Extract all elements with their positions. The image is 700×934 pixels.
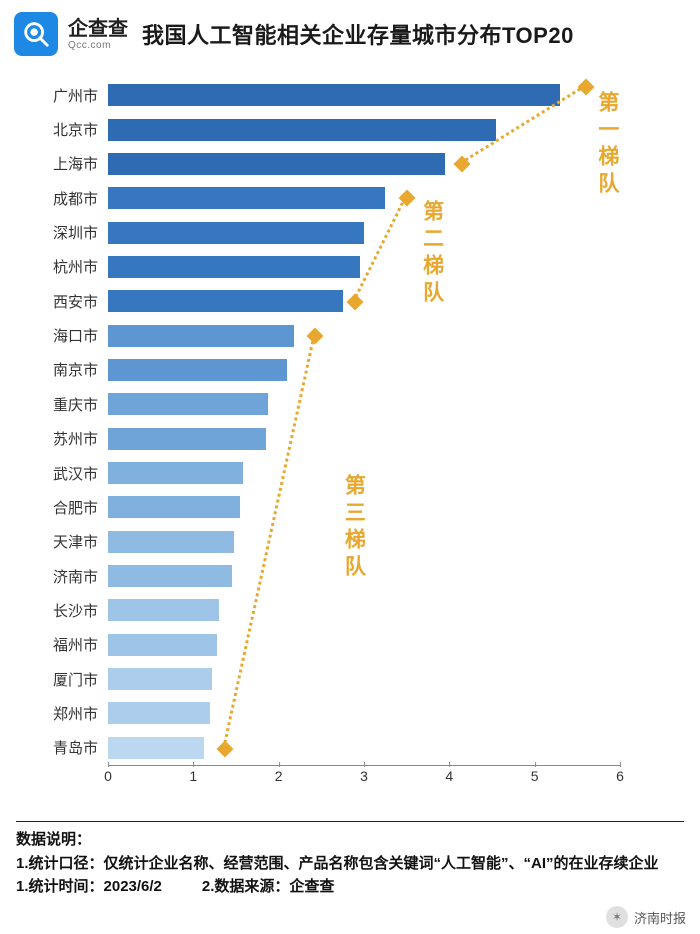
bar-label: 天津市 [33, 531, 108, 552]
bar [108, 702, 210, 724]
bar-label: 海口市 [33, 325, 108, 346]
bar-chart: 广州市北京市上海市成都市深圳市杭州市西安市海口市南京市重庆市苏州市武汉市合肥市天… [30, 72, 670, 792]
x-tick: 5 [531, 768, 539, 784]
bar [108, 531, 234, 553]
bar [108, 462, 243, 484]
bar-label: 北京市 [33, 119, 108, 140]
page-title: 我国人工智能相关企业存量城市分布TOP20 [142, 18, 574, 50]
wechat-icon: ✶ [606, 906, 628, 928]
bar-label: 成都市 [33, 188, 108, 209]
notes-heading: 数据说明： [16, 828, 684, 851]
bar-label: 深圳市 [33, 222, 108, 243]
bar-row: 长沙市 [108, 599, 620, 621]
brand-name-cn: 企查查 [68, 18, 128, 40]
notes-line-1: 1.统计口径：仅统计企业名称、经营范围、产品名称包含关键词“人工智能”、“AI”… [16, 852, 684, 875]
bar [108, 634, 217, 656]
header: 企查查 Qcc.com 我国人工智能相关企业存量城市分布TOP20 [0, 0, 700, 62]
bar-label: 西安市 [33, 291, 108, 312]
bar-row: 厦门市 [108, 668, 620, 690]
bar-row: 深圳市 [108, 222, 620, 244]
bar [108, 599, 219, 621]
notes-data-source: 2.数据来源：企查查 [202, 875, 335, 898]
bar [108, 325, 294, 347]
bar-row: 广州市 [108, 84, 620, 106]
bar-label: 长沙市 [33, 600, 108, 621]
bar-label: 上海市 [33, 153, 108, 174]
tier-label: 第一梯队 [592, 91, 622, 199]
x-axis: 0123456 [108, 766, 620, 792]
bar-label: 济南市 [33, 566, 108, 587]
bar-row: 上海市 [108, 153, 620, 175]
bar-label: 福州市 [33, 634, 108, 655]
bar [108, 393, 268, 415]
data-notes: 数据说明： 1.统计口径：仅统计企业名称、经营范围、产品名称包含关键词“人工智能… [16, 821, 684, 898]
tier-label: 第二梯队 [417, 200, 447, 308]
bar [108, 153, 445, 175]
bar [108, 737, 204, 759]
x-tick: 4 [445, 768, 453, 784]
footer-source-text: 济南时报 [634, 908, 686, 927]
x-tick: 6 [616, 768, 624, 784]
bar [108, 256, 360, 278]
x-tick: 3 [360, 768, 368, 784]
bar-label: 武汉市 [33, 463, 108, 484]
bar-label: 合肥市 [33, 497, 108, 518]
bar [108, 119, 496, 141]
bar [108, 496, 240, 518]
bar-label: 杭州市 [33, 256, 108, 277]
bar-row: 海口市 [108, 325, 620, 347]
bar-row: 重庆市 [108, 393, 620, 415]
x-tick: 0 [104, 768, 112, 784]
bar-row: 成都市 [108, 187, 620, 209]
bar-label: 厦门市 [33, 669, 108, 690]
bar-row: 郑州市 [108, 702, 620, 724]
x-tick: 2 [275, 768, 283, 784]
bar-row: 北京市 [108, 119, 620, 141]
bar [108, 187, 385, 209]
bar-label: 青岛市 [33, 737, 108, 758]
bar [108, 290, 343, 312]
footer-attribution: ✶ 济南时报 [606, 906, 686, 928]
x-tick: 1 [189, 768, 197, 784]
bar [108, 222, 364, 244]
bar-row: 青岛市 [108, 737, 620, 759]
plot-area: 广州市北京市上海市成都市深圳市杭州市西安市海口市南京市重庆市苏州市武汉市合肥市天… [108, 78, 620, 766]
bar-row: 西安市 [108, 290, 620, 312]
bar-label: 广州市 [33, 85, 108, 106]
bar [108, 359, 287, 381]
brand-logo-icon [14, 12, 58, 56]
bar-row: 苏州市 [108, 428, 620, 450]
bar [108, 668, 212, 690]
brand-text: 企查查 Qcc.com [68, 18, 128, 51]
tier-label: 第三梯队 [338, 474, 368, 582]
bar-label: 苏州市 [33, 428, 108, 449]
notes-stat-time: 1.统计时间：2023/6/2 [16, 875, 162, 898]
bar [108, 84, 560, 106]
bar-row: 福州市 [108, 634, 620, 656]
brand-name-en: Qcc.com [68, 40, 128, 51]
bar [108, 565, 232, 587]
bar-row: 南京市 [108, 359, 620, 381]
bar-label: 南京市 [33, 359, 108, 380]
bar-label: 重庆市 [33, 394, 108, 415]
bar [108, 428, 266, 450]
bar-label: 郑州市 [33, 703, 108, 724]
